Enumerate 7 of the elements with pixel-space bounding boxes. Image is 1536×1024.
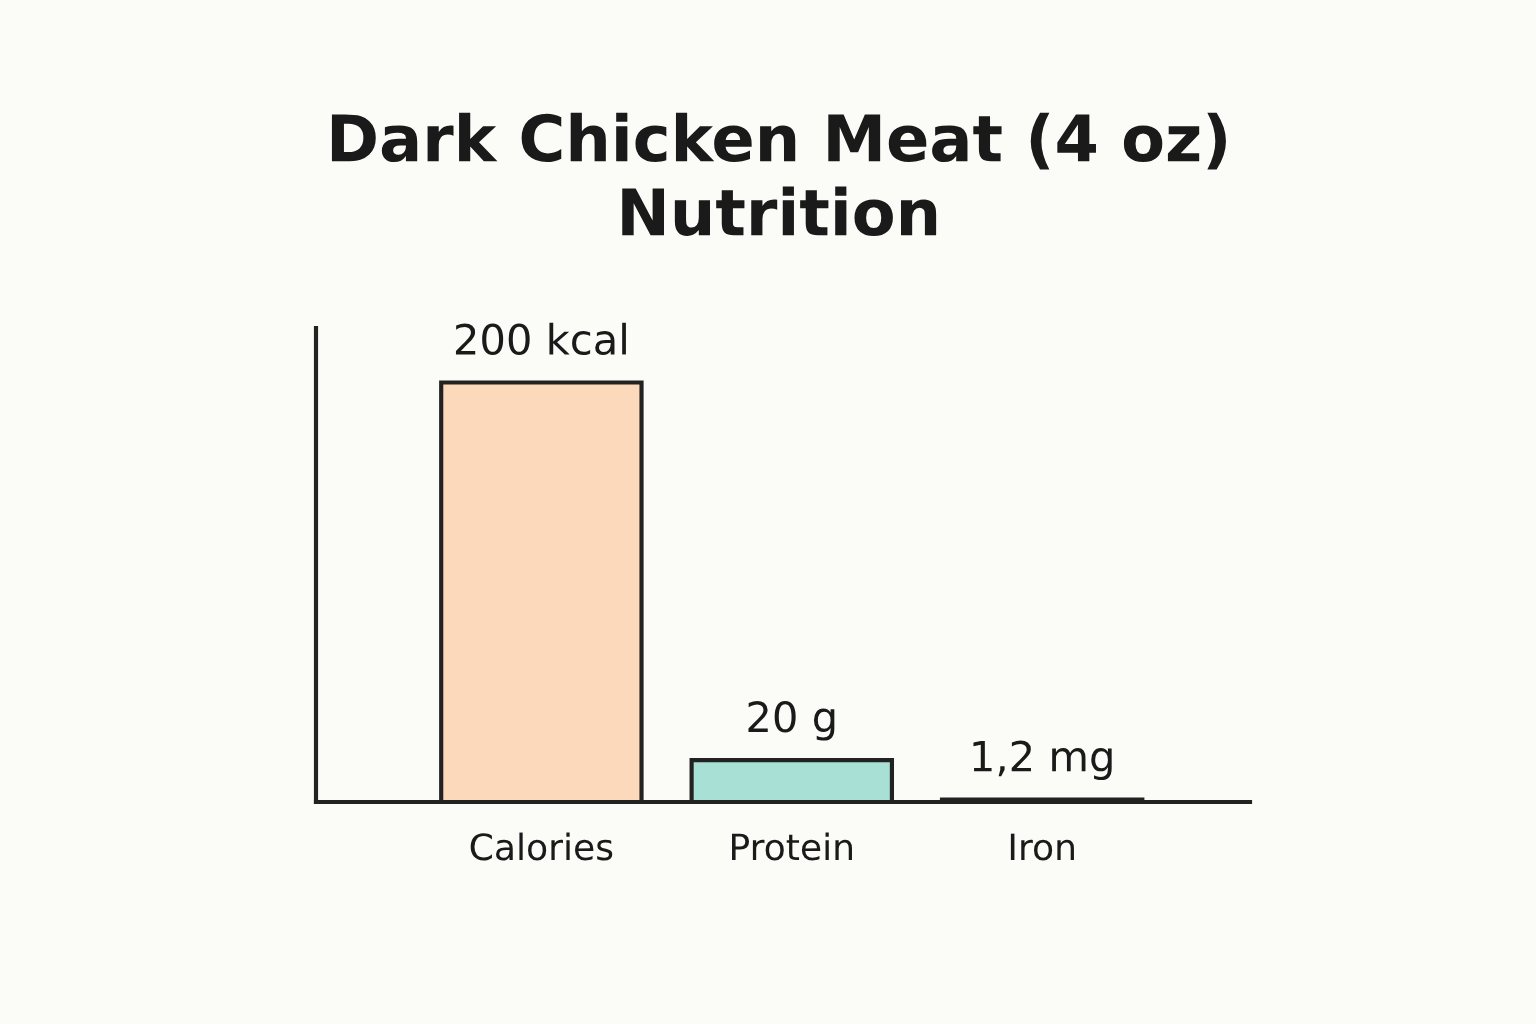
- chart-title: Dark Chicken Meat (4 oz) Nutrition: [331, 112, 1226, 237]
- x-tick-label: Calories: [470, 832, 613, 861]
- data-label: 1,2 mg: [973, 740, 1112, 781]
- data-label: 20 g: [748, 701, 835, 741]
- x-tick-label: Protein: [732, 832, 852, 861]
- x-tick-label: Iron: [1010, 833, 1074, 861]
- data-label: 200 kcal: [455, 322, 626, 356]
